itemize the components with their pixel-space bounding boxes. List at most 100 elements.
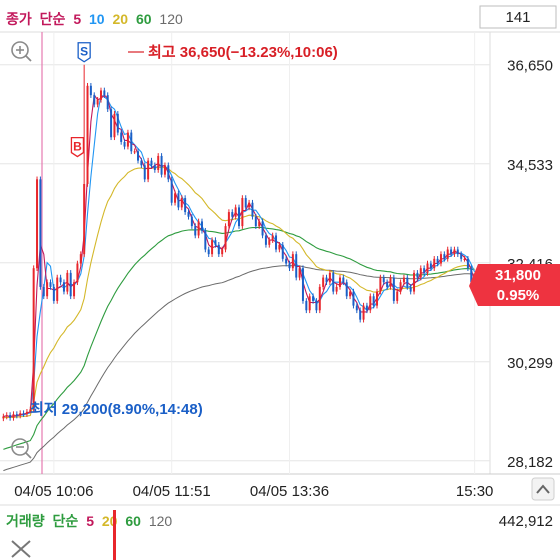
candle-body <box>409 286 412 292</box>
candle-body <box>52 286 55 301</box>
candle-body <box>79 254 82 264</box>
zoom-in-icon[interactable] <box>11 41 32 62</box>
high-annotation: 최고 36,650(−13.23%,10:06) <box>148 43 338 61</box>
volume-type: 단순 <box>53 513 79 529</box>
candle-body <box>234 207 237 217</box>
candle-body <box>22 413 25 415</box>
candle-body <box>355 305 358 311</box>
candle-body <box>116 113 119 133</box>
candle-body <box>238 207 240 227</box>
candle-body <box>258 221 261 227</box>
candle-body <box>436 258 439 264</box>
low-annotation: 최저 29,200(8.90%,14:48) <box>30 400 203 418</box>
candle-body <box>160 155 163 175</box>
candle-body <box>332 272 335 292</box>
current-price: 31,800 <box>495 267 541 284</box>
candle-body <box>224 226 227 250</box>
volume-label: 거래량 <box>6 513 45 529</box>
candle-body <box>99 90 102 100</box>
trade-markers: SB <box>70 42 91 158</box>
candle-body <box>288 263 291 269</box>
candle-body <box>241 198 244 227</box>
buy-marker-label: B <box>73 140 82 154</box>
candle-body <box>325 277 328 283</box>
candle-body <box>251 202 254 217</box>
legend-price-label: 종가 <box>6 11 32 27</box>
candle-body <box>463 258 466 261</box>
candle-body <box>133 151 136 153</box>
candle-body <box>103 90 106 96</box>
candle-body <box>349 291 352 297</box>
legend-ma5: 5 <box>73 11 81 27</box>
y-tick-label: 30,299 <box>507 355 553 372</box>
x-tick-label: 04/05 11:51 <box>133 483 211 500</box>
candle-body <box>123 141 126 147</box>
candle-body <box>19 413 22 416</box>
candle-body <box>345 282 348 297</box>
candle-body <box>147 160 150 180</box>
candle-body <box>39 179 42 287</box>
candle-body <box>143 165 146 180</box>
collapse-icon[interactable] <box>531 477 555 501</box>
sell-marker-badge <box>77 42 91 63</box>
candle-body <box>59 277 62 283</box>
candle-body <box>291 254 294 269</box>
zoom-out-icon[interactable] <box>11 438 32 459</box>
candle-body <box>180 198 183 208</box>
candle-body <box>275 235 278 250</box>
candle-body <box>214 240 217 245</box>
candle-body <box>261 221 264 236</box>
candle-body <box>402 277 405 283</box>
count-box[interactable] <box>479 5 557 29</box>
candle-body <box>453 249 456 255</box>
candle-body <box>389 277 392 287</box>
candle-body <box>153 165 156 170</box>
sell-marker-label: S <box>80 45 88 59</box>
current-price-flag <box>469 264 560 306</box>
candle-body <box>5 415 8 417</box>
legend-ma10: 10 <box>89 11 105 27</box>
candle-body <box>177 193 180 208</box>
candle-body <box>305 300 308 311</box>
candle-body <box>426 263 429 273</box>
candle-body <box>244 198 247 208</box>
candle-body <box>25 411 28 415</box>
candle-body <box>285 258 288 264</box>
close-icon[interactable] <box>11 540 31 558</box>
volume-legend: 거래량 단순 5 20 60 120 <box>6 513 172 529</box>
candle-body <box>120 132 123 142</box>
candle-body <box>450 249 453 255</box>
candle-body <box>376 291 379 306</box>
candle-body <box>379 277 382 292</box>
candle-body <box>439 254 442 264</box>
candle-body <box>413 272 416 292</box>
candle-body <box>416 272 419 278</box>
candle-body <box>69 272 72 297</box>
candle-body <box>221 249 224 255</box>
candle-body <box>365 305 368 311</box>
candle-body <box>322 277 325 287</box>
candle-body <box>271 235 274 241</box>
candle-body <box>264 235 267 245</box>
legend-ma20: 20 <box>112 11 128 27</box>
candle-body <box>359 310 362 320</box>
candle-body <box>231 212 234 217</box>
candle-body <box>328 272 331 283</box>
candle-body <box>382 277 385 283</box>
candle-body <box>15 414 18 416</box>
candle-body <box>150 160 153 166</box>
candle-body <box>46 282 49 297</box>
current-change: 0.95% <box>497 287 540 304</box>
volume-ma60: 60 <box>125 513 141 529</box>
candle-body <box>207 249 210 255</box>
volume-ma5: 5 <box>86 513 94 529</box>
candle-body <box>93 95 96 105</box>
candle-body <box>429 263 432 269</box>
vertical-gridlines <box>53 32 476 474</box>
candle-body <box>140 160 143 166</box>
candle-body <box>29 409 32 412</box>
candle-body <box>308 296 311 311</box>
candle-body <box>466 258 469 269</box>
candle-body <box>419 268 422 278</box>
